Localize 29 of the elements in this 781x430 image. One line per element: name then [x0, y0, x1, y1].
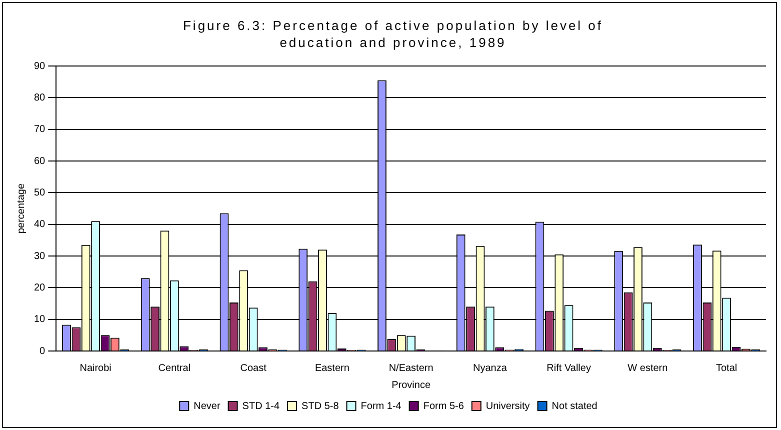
y-tick-label: 50 — [34, 187, 46, 198]
x-tick-label: Nyanza — [472, 362, 508, 374]
y-axis-title: percentage — [16, 183, 27, 234]
x-tick-label: Eastern — [314, 362, 350, 374]
x-tick-label: N/Eastern — [388, 362, 434, 374]
legend-label: Form 5-6 — [423, 400, 464, 412]
legend-label: Never — [194, 400, 221, 412]
legend-label: University — [486, 400, 530, 412]
y-tick-label: 90 — [34, 60, 46, 72]
x-tick-label: Nairobi — [80, 362, 112, 374]
x-tick-label: Rift Valley — [546, 362, 591, 374]
y-tick-label: 40 — [34, 219, 46, 230]
y-tick-label: 30 — [34, 250, 46, 262]
x-tick-label: W estern — [628, 362, 668, 374]
y-tick-label: 70 — [34, 124, 46, 136]
y-tick-label: 60 — [34, 156, 46, 167]
y-tick-label: 10 — [34, 314, 46, 326]
x-tick-label: Central — [158, 362, 191, 374]
x-axis-title: Province — [392, 380, 431, 391]
legend-label: Form 1-4 — [360, 400, 402, 412]
chart-title: Figure 6.3: Percentage of active population by level of education and province, 1989 — [182, 17, 604, 51]
y-tick-label: 80 — [34, 92, 46, 104]
legend-label: STD 5-8 — [302, 400, 340, 412]
legend-label: STD 1-4 — [242, 400, 280, 412]
y-tick-label: 0 — [40, 346, 46, 357]
legend-label: Not stated — [552, 400, 598, 412]
y-tick-label: 20 — [34, 282, 46, 294]
x-tick-label: Coast — [240, 362, 267, 374]
x-tick-label: Total — [716, 362, 738, 374]
